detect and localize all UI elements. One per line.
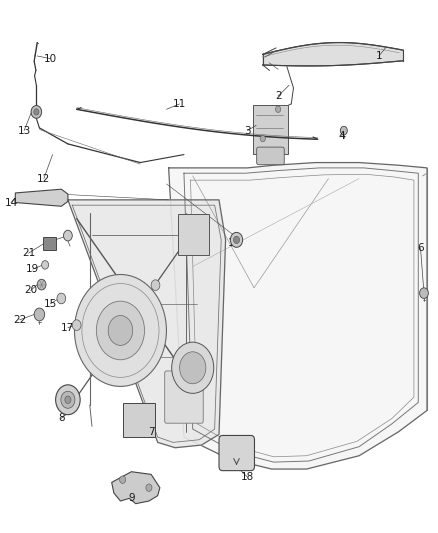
Text: 2: 2 bbox=[275, 91, 282, 101]
Circle shape bbox=[64, 230, 72, 241]
Text: 3: 3 bbox=[244, 126, 251, 135]
FancyBboxPatch shape bbox=[43, 237, 56, 250]
FancyBboxPatch shape bbox=[123, 403, 155, 437]
Text: 11: 11 bbox=[173, 99, 186, 109]
Text: 17: 17 bbox=[61, 323, 74, 333]
Circle shape bbox=[96, 301, 145, 360]
Circle shape bbox=[65, 396, 71, 403]
Text: 9: 9 bbox=[128, 494, 135, 503]
Text: 13: 13 bbox=[18, 126, 31, 135]
Polygon shape bbox=[169, 163, 427, 469]
Polygon shape bbox=[263, 43, 403, 66]
FancyBboxPatch shape bbox=[178, 214, 209, 255]
Circle shape bbox=[340, 126, 347, 135]
FancyBboxPatch shape bbox=[219, 435, 254, 471]
Circle shape bbox=[172, 342, 214, 393]
FancyBboxPatch shape bbox=[257, 147, 284, 165]
Circle shape bbox=[61, 391, 75, 408]
Text: 10: 10 bbox=[44, 54, 57, 63]
FancyBboxPatch shape bbox=[165, 371, 203, 423]
Circle shape bbox=[260, 135, 265, 142]
Text: 21: 21 bbox=[22, 248, 35, 258]
FancyBboxPatch shape bbox=[253, 105, 288, 154]
Circle shape bbox=[34, 109, 39, 115]
Circle shape bbox=[230, 232, 243, 247]
Text: 14: 14 bbox=[4, 198, 18, 207]
Polygon shape bbox=[68, 200, 226, 448]
Circle shape bbox=[120, 476, 126, 483]
Circle shape bbox=[74, 274, 166, 386]
Circle shape bbox=[180, 352, 206, 384]
Circle shape bbox=[420, 288, 428, 298]
Circle shape bbox=[42, 261, 49, 269]
Circle shape bbox=[34, 308, 45, 321]
Circle shape bbox=[146, 484, 152, 491]
Polygon shape bbox=[15, 189, 68, 206]
Circle shape bbox=[151, 280, 160, 290]
Text: 5: 5 bbox=[42, 238, 49, 247]
Circle shape bbox=[276, 106, 281, 112]
Circle shape bbox=[37, 279, 46, 290]
Circle shape bbox=[72, 320, 81, 330]
Text: 22: 22 bbox=[13, 315, 26, 325]
Polygon shape bbox=[112, 472, 160, 504]
Text: 16: 16 bbox=[228, 238, 241, 247]
Text: 1: 1 bbox=[375, 51, 382, 61]
Circle shape bbox=[31, 106, 42, 118]
Circle shape bbox=[57, 293, 66, 304]
Text: 19: 19 bbox=[26, 264, 39, 274]
Text: 15: 15 bbox=[44, 299, 57, 309]
Text: 8: 8 bbox=[58, 414, 65, 423]
Text: 12: 12 bbox=[37, 174, 50, 183]
Text: 7: 7 bbox=[148, 427, 155, 437]
Circle shape bbox=[56, 385, 80, 415]
Text: 4: 4 bbox=[338, 131, 345, 141]
Text: 18: 18 bbox=[241, 472, 254, 482]
Circle shape bbox=[233, 236, 240, 244]
Circle shape bbox=[108, 316, 133, 345]
Text: 6: 6 bbox=[417, 243, 424, 253]
Text: 20: 20 bbox=[24, 286, 37, 295]
